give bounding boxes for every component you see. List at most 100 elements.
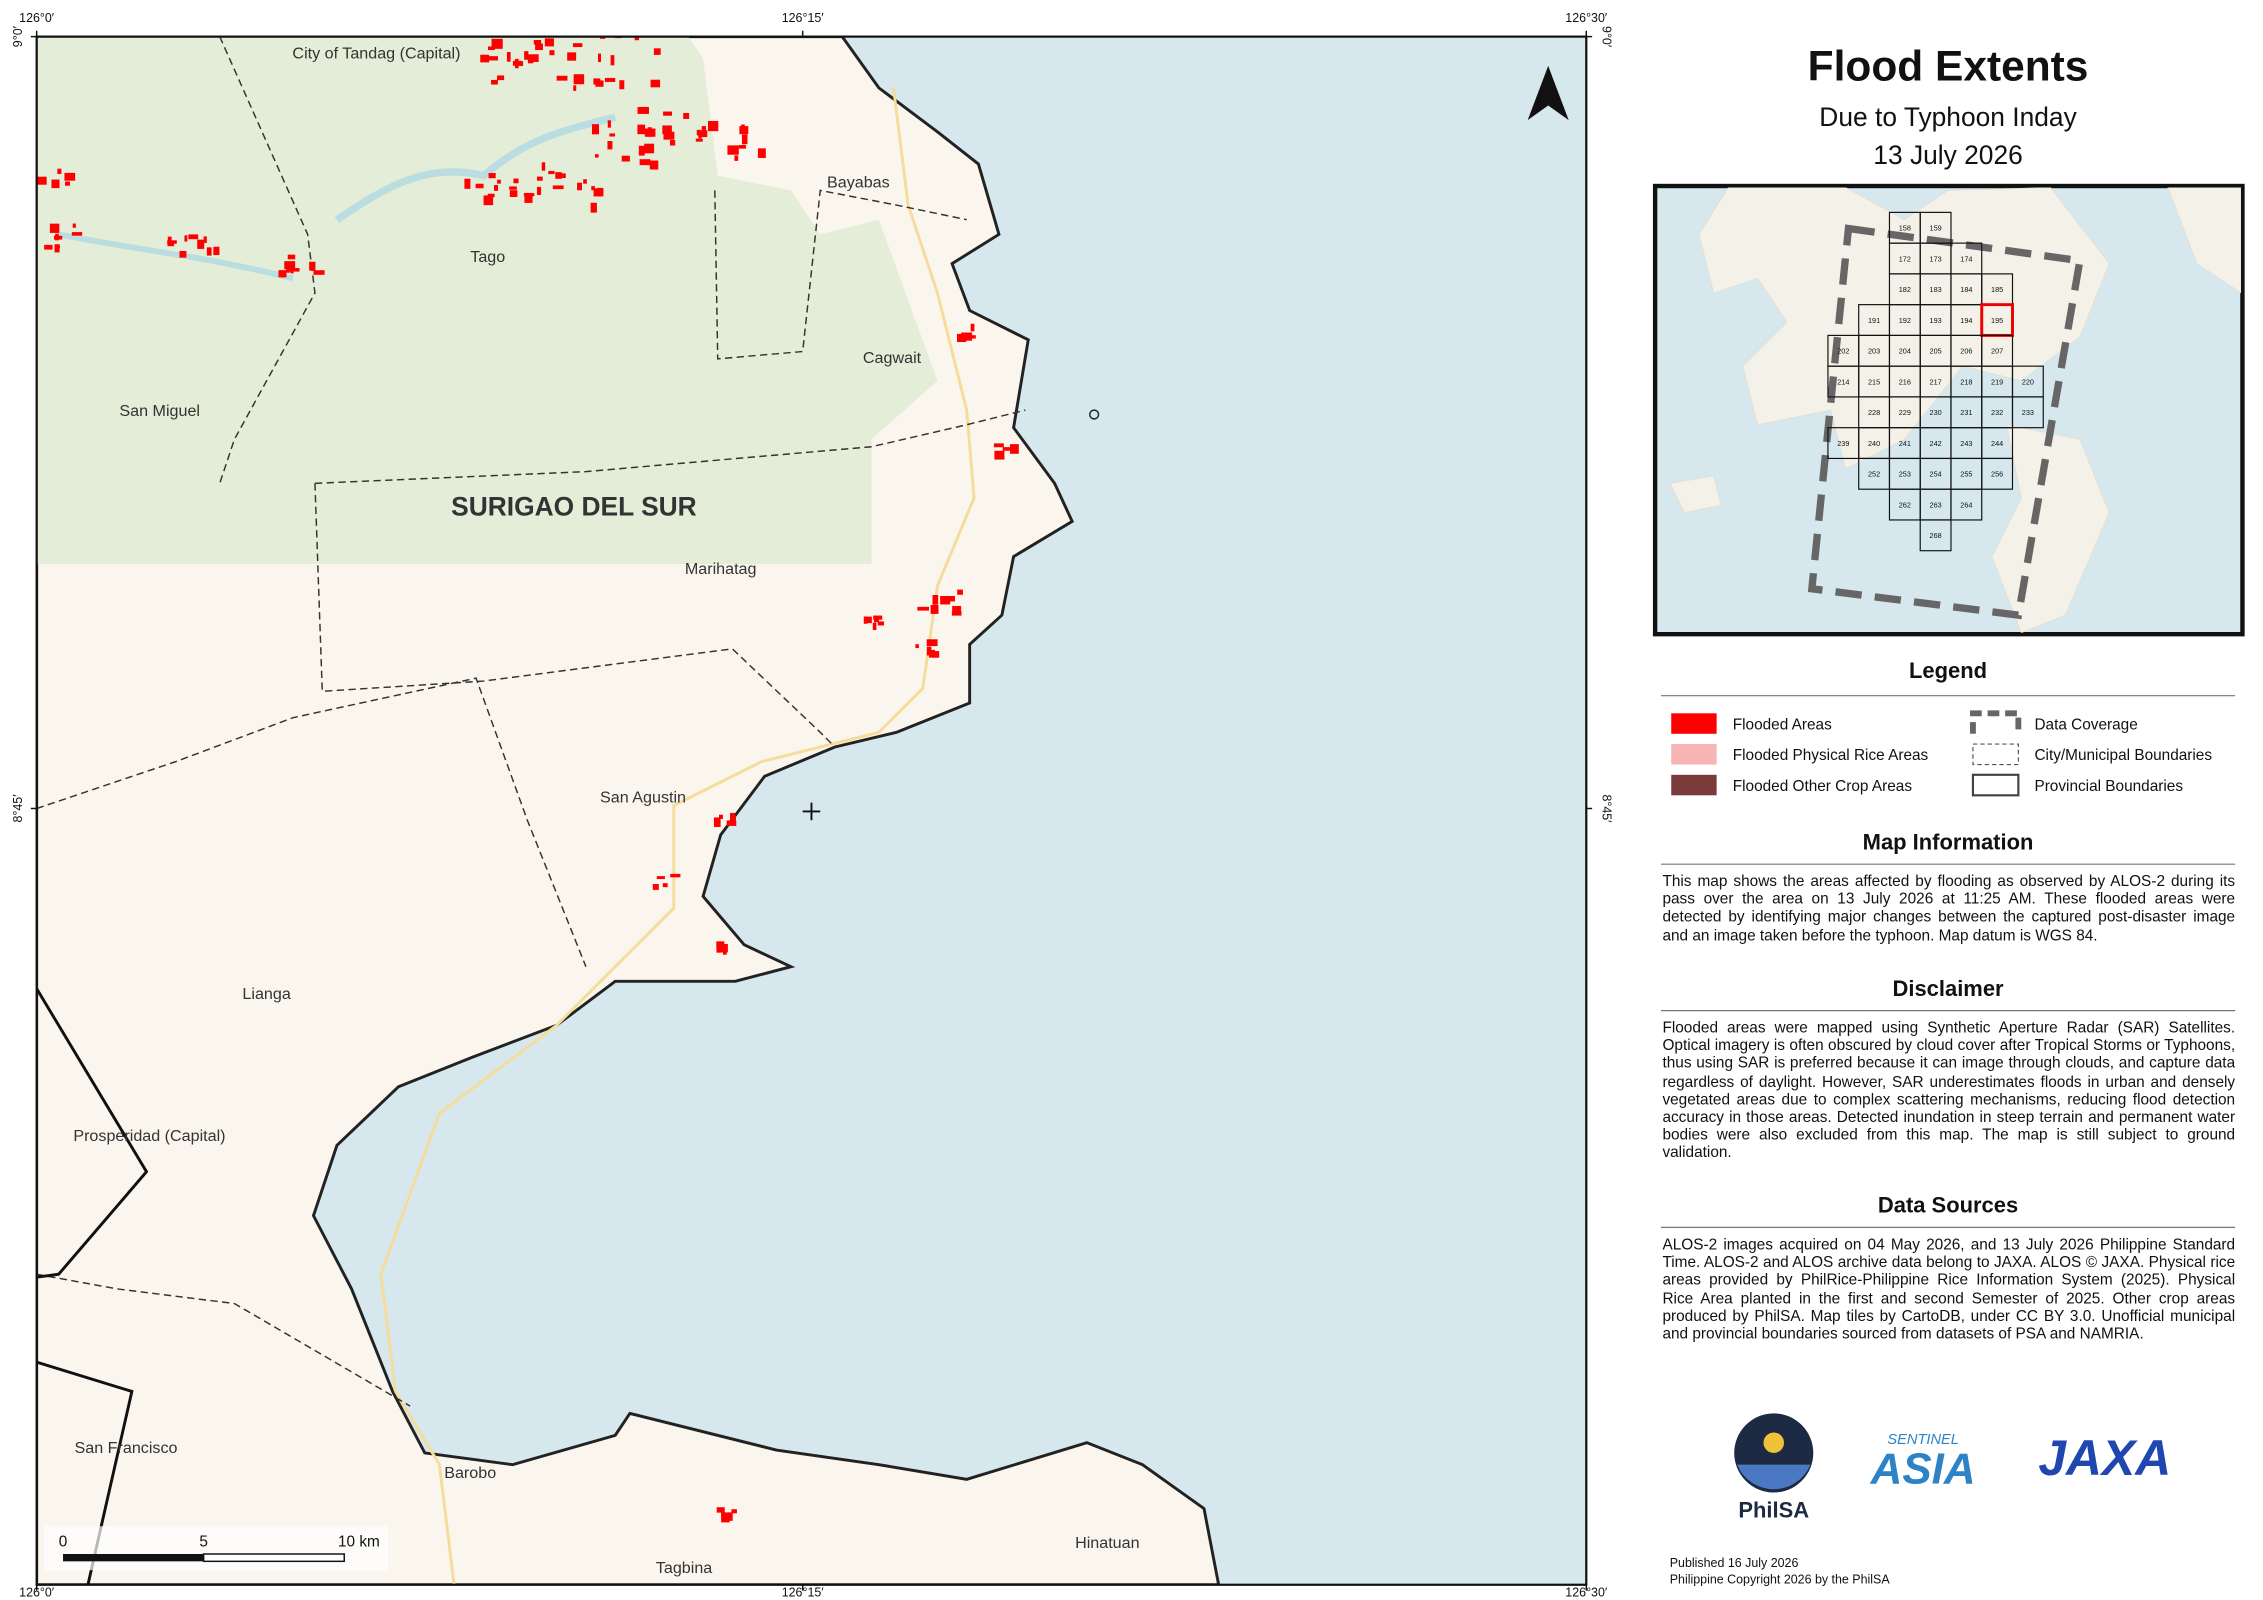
- flood-patch: [65, 181, 70, 186]
- place-name: Tagbina: [656, 1559, 712, 1577]
- flood-patch: [491, 79, 498, 85]
- flood-patch: [487, 193, 495, 198]
- inset-tile-label: 172: [1899, 254, 1911, 263]
- inset-land: [1669, 187, 2241, 633]
- flood-patch: [286, 266, 290, 273]
- place-name: Lianga: [242, 985, 290, 1003]
- north-arrow: [1527, 65, 1569, 121]
- flood-patch: [669, 139, 676, 146]
- flood-patch: [653, 48, 661, 55]
- legend-swatch: [1671, 744, 1717, 765]
- flood-patch: [309, 261, 316, 271]
- inset-tile: [1950, 488, 1983, 521]
- flood-patch: [594, 154, 599, 158]
- inset-tile-label: 193: [1929, 316, 1941, 325]
- flood-patch: [738, 145, 746, 149]
- inset-tile-label: 215: [1868, 377, 1880, 386]
- published: Published 16 July 2026: [1670, 1556, 1799, 1570]
- flood-patch: [951, 611, 962, 616]
- flood-patch: [607, 141, 613, 150]
- flood-patch: [932, 651, 940, 658]
- flood-patch: [956, 333, 967, 343]
- flood-patch: [639, 159, 651, 166]
- logos: PhilSA SENTINEL ASIA JAXA: [1734, 1413, 2171, 1522]
- flood-patch: [649, 160, 659, 170]
- scale-bar-label: 0: [59, 1534, 68, 1551]
- flood-patch: [513, 178, 519, 184]
- inset-tile-label: 263: [1929, 501, 1941, 510]
- place-name: City of Tandag (Capital): [292, 45, 460, 63]
- river: [58, 231, 294, 282]
- coordinate-label: 126°15′: [782, 11, 825, 25]
- inset-tile: [2011, 396, 2044, 429]
- inset-tile-label: 232: [1991, 408, 2003, 417]
- flood-patch: [590, 202, 597, 213]
- flood-patch: [634, 37, 639, 41]
- flood-patch: [529, 54, 539, 62]
- flood-patch: [940, 596, 951, 605]
- flood-patch: [536, 176, 543, 181]
- legend-swatch: [1970, 710, 2022, 734]
- legend-label: Flooded Areas: [1733, 716, 1832, 733]
- place-name: Marihatag: [685, 560, 757, 578]
- inset-tile-label: 239: [1837, 439, 1849, 448]
- flood-patch: [957, 589, 963, 595]
- islet: [1089, 409, 1100, 420]
- flood-patch: [509, 186, 517, 190]
- flood-patch: [536, 186, 542, 195]
- inset-tile-label: 252: [1868, 470, 1880, 479]
- inset-tile-label: 207: [1991, 347, 2003, 356]
- flood-patch: [637, 106, 649, 114]
- flood-patch: [1010, 444, 1019, 454]
- flood-patch: [213, 246, 220, 256]
- legend-swatch: [1972, 743, 2019, 766]
- place-name: San Francisco: [75, 1439, 178, 1457]
- inset-tile-label: 220: [2022, 377, 2034, 386]
- flood-patch: [559, 173, 566, 178]
- vegetation: [36, 36, 938, 564]
- flood-patch: [556, 75, 568, 81]
- flood-patch: [873, 618, 879, 623]
- inset-tile-label: 230: [1929, 408, 1941, 417]
- flood-patch: [718, 814, 723, 819]
- inset-tile-label: 255: [1960, 470, 1972, 479]
- section-text: This map shows the areas affected by flo…: [1662, 872, 2236, 945]
- inset-tile-label: 229: [1899, 408, 1911, 417]
- flood-patch: [278, 270, 287, 278]
- flood-patch: [475, 183, 484, 189]
- flood-patch: [716, 1507, 725, 1513]
- flood-patch: [552, 185, 564, 190]
- flood-patch: [573, 74, 585, 85]
- flood-patch: [494, 185, 499, 191]
- flood-patch: [37, 176, 47, 185]
- flood-patch: [670, 873, 681, 878]
- flood-patch: [662, 125, 672, 135]
- coordinate-label: 126°30′: [1565, 11, 1608, 25]
- map-frame: [35, 35, 1588, 1586]
- flood-patch: [929, 649, 936, 658]
- scale-bar-segment: [63, 1554, 204, 1562]
- flood-patch: [683, 112, 690, 119]
- inset-tile-label: 159: [1929, 224, 1941, 233]
- flood-patch: [597, 53, 601, 63]
- inset-tile-label: 219: [1991, 377, 2003, 386]
- flood-patch: [734, 155, 739, 161]
- flood-patch: [873, 615, 883, 620]
- flood-patch: [541, 162, 546, 171]
- inset-coverage: [1807, 224, 2085, 620]
- place-name: Bayabas: [827, 173, 890, 191]
- inset-tile-label: 183: [1929, 285, 1941, 294]
- flood-patch: [497, 75, 505, 81]
- title: Flood Extents: [1808, 43, 2089, 90]
- flood-patch: [480, 54, 490, 63]
- place-name: Barobo: [444, 1464, 496, 1482]
- flood-patch: [167, 241, 175, 247]
- legend-swatch: [1671, 774, 1717, 796]
- flood-patch: [621, 155, 630, 162]
- flood-patch: [644, 128, 656, 137]
- province-label: SURIGAO DEL SUR: [451, 492, 697, 522]
- flood-patch: [284, 261, 296, 270]
- inset-tile: [1981, 457, 2014, 490]
- graticule-cross: [802, 802, 821, 821]
